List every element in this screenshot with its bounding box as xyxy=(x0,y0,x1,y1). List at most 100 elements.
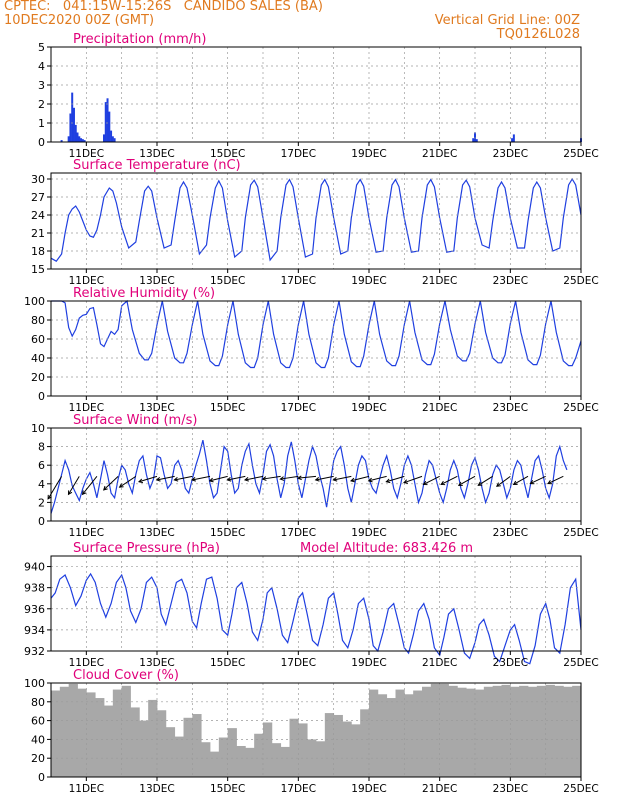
cloud-bar xyxy=(404,694,414,777)
cloud-bar xyxy=(545,684,555,777)
y-tick-label: 8 xyxy=(38,441,45,454)
x-tick-label: 17DEC xyxy=(281,657,316,669)
y-tick-label: 938 xyxy=(24,582,45,595)
cloud-bar xyxy=(148,699,158,777)
cloud-bar xyxy=(68,683,78,777)
wind-vector xyxy=(423,475,440,485)
wind-vector-head xyxy=(403,479,409,484)
y-tick-label: 18 xyxy=(31,245,45,258)
wind-vector xyxy=(440,475,458,485)
y-tick-label: 80 xyxy=(31,696,45,709)
wind-vector xyxy=(547,475,564,485)
panel-cloud xyxy=(47,682,582,781)
x-tick-label: 15DEC xyxy=(210,275,245,287)
y-tick-label: 21 xyxy=(31,227,45,240)
cloud-bar xyxy=(430,683,441,777)
wind-vector-head xyxy=(349,477,355,483)
y-tick-label: 100 xyxy=(24,295,45,308)
wind-vector-head xyxy=(477,481,483,486)
cloud-bar xyxy=(360,709,370,777)
cloud-bar xyxy=(165,727,176,777)
panel-title: Cloud Cover (%) xyxy=(73,668,179,683)
cloud-bar xyxy=(201,742,211,777)
precip-bar xyxy=(511,138,514,142)
cloud-bar xyxy=(174,736,184,777)
x-tick-label: 11DEC xyxy=(69,657,104,669)
cloud-bar xyxy=(183,717,193,777)
wind-vector-head xyxy=(47,494,52,500)
x-tick-label: 15DEC xyxy=(210,527,245,539)
panel-rh xyxy=(47,299,582,400)
x-tick-label: 11DEC xyxy=(69,275,104,287)
precip-bar xyxy=(475,139,478,142)
header-line3-right: TQ0126L028 xyxy=(496,27,580,42)
x-tick-label: 11DEC xyxy=(69,783,104,795)
cloud-bar xyxy=(298,723,308,777)
y-tick-label: 0 xyxy=(38,515,45,528)
y-tick-label: 10 xyxy=(31,422,45,435)
y-tick-label: 40 xyxy=(31,733,45,746)
wind-vector-head xyxy=(367,477,373,483)
cloud-bar xyxy=(395,689,405,777)
cloud-bar xyxy=(483,686,494,777)
x-tick-label: 13DEC xyxy=(139,275,174,287)
wind-vector xyxy=(315,475,334,481)
wind-line xyxy=(50,439,568,514)
cloud-bar xyxy=(51,690,61,777)
x-tick-label: 13DEC xyxy=(139,527,174,539)
x-tick-label: 13DEC xyxy=(139,148,174,160)
cloud-bar xyxy=(316,741,326,777)
precip-bar xyxy=(69,113,72,142)
cloud-bar xyxy=(263,722,273,777)
cloud-bar xyxy=(466,688,476,777)
y-tick-label: 932 xyxy=(24,645,45,658)
panel-temp xyxy=(47,172,582,273)
x-tick-label: 17DEC xyxy=(281,275,316,287)
panel-title: Relative Humidity (%) xyxy=(73,286,215,301)
wind-vector-head xyxy=(208,477,214,483)
y-tick-label: 2 xyxy=(38,98,45,111)
wind-vector xyxy=(496,475,511,487)
wind-vector-head xyxy=(67,490,73,496)
wind-vector xyxy=(68,476,80,495)
y-tick-label: 1 xyxy=(38,117,45,130)
x-tick-label: 23DEC xyxy=(493,657,528,669)
x-tick-label: 21DEC xyxy=(422,275,457,287)
panel-title: Surface Temperature (nC) xyxy=(73,158,241,173)
x-tick-label: 13DEC xyxy=(139,783,174,795)
x-tick-label: 25DEC xyxy=(563,148,598,160)
wind-vector xyxy=(368,475,387,482)
precip-bar xyxy=(110,130,113,142)
cloud-bar xyxy=(227,728,237,777)
y-tick-label: 60 xyxy=(31,333,45,346)
wind-vector xyxy=(403,475,423,484)
x-tick-label: 17DEC xyxy=(281,527,316,539)
y-tick-label: 2 xyxy=(38,496,45,509)
cloud-bar xyxy=(519,685,529,777)
x-tick-label: 23DEC xyxy=(493,402,528,414)
cloud-bar xyxy=(192,714,202,777)
panel-frame xyxy=(50,427,582,522)
precip-bar xyxy=(104,102,107,142)
cloud-bar xyxy=(157,710,167,777)
cloud-bar xyxy=(554,685,564,777)
cloud-bar xyxy=(342,721,352,777)
precip-bar xyxy=(72,107,75,142)
cloud-bar xyxy=(121,685,131,777)
y-tick-label: 20 xyxy=(31,371,45,384)
wind-vector-head xyxy=(226,477,232,482)
wind-vector-head xyxy=(547,480,553,485)
panel-pressure xyxy=(47,555,582,665)
wind-vector xyxy=(297,475,317,479)
y-tick-label: 934 xyxy=(24,624,45,637)
wind-vector-head xyxy=(314,477,320,482)
rh-line xyxy=(51,299,582,369)
temp-line xyxy=(50,177,582,262)
precip-bar xyxy=(103,134,105,142)
cloud-bar xyxy=(236,745,246,777)
wind-vector xyxy=(156,475,175,481)
cloud-bar xyxy=(501,684,511,777)
x-tick-label: 13DEC xyxy=(139,402,174,414)
cloud-bar xyxy=(86,692,96,777)
